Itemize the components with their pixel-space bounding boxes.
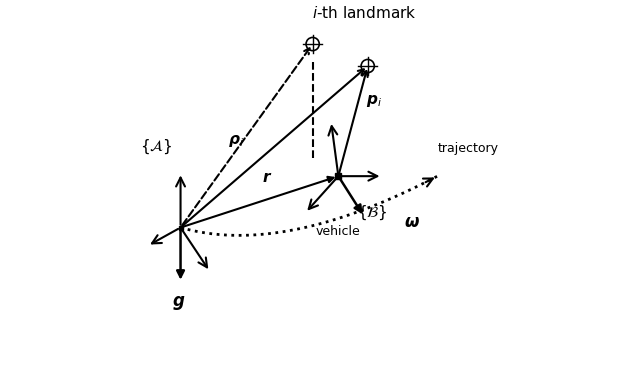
Text: $\{\mathcal{A}\}$: $\{\mathcal{A}\}$ bbox=[140, 138, 173, 156]
Text: $\boldsymbol{\rho}_i$: $\boldsymbol{\rho}_i$ bbox=[228, 133, 244, 149]
Text: $\boldsymbol{\omega}$: $\boldsymbol{\omega}$ bbox=[404, 213, 420, 231]
Text: $i$-th landmark: $i$-th landmark bbox=[312, 5, 416, 21]
Text: vehicle: vehicle bbox=[316, 225, 361, 238]
Text: $\boldsymbol{g}$: $\boldsymbol{g}$ bbox=[172, 294, 186, 312]
Text: $\boldsymbol{p}_i$: $\boldsymbol{p}_i$ bbox=[366, 93, 382, 109]
Text: $\{\mathcal{B}\}$: $\{\mathcal{B}\}$ bbox=[356, 204, 387, 222]
Text: $\boldsymbol{r}$: $\boldsymbol{r}$ bbox=[262, 171, 272, 185]
Text: trajectory: trajectory bbox=[438, 142, 499, 155]
